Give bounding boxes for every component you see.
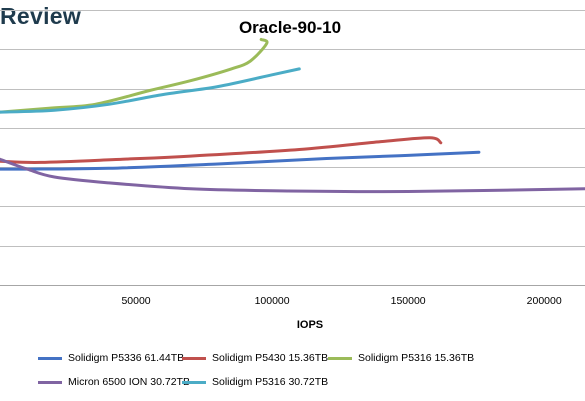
legend-swatch [38, 380, 62, 384]
brand-logo-text: Review [0, 3, 82, 29]
series-line-2 [0, 136, 443, 164]
legend-label: Micron 6500 ION 30.72TB [68, 376, 190, 388]
series-line-3 [0, 38, 269, 114]
series-lines [0, 38, 585, 194]
legend-label: Solidigm P5316 30.72TB [212, 376, 329, 388]
legend-swatch [182, 380, 206, 384]
series-line-5 [0, 67, 301, 114]
legend-swatch [328, 356, 352, 360]
legend-item: Solidigm P5430 15.36TB [182, 351, 328, 365]
x-tick-label: 150000 [391, 295, 426, 307]
legend-item: Solidigm P5316 30.72TB [182, 375, 328, 389]
legend-label: Solidigm P5336 61.44TB [68, 352, 185, 364]
legend-label: Solidigm P5430 15.36TB [212, 352, 329, 364]
legend-swatch [182, 356, 206, 360]
legend-item: Solidigm P5336 61.44TB [38, 351, 184, 365]
gridlines [0, 10, 585, 286]
legend-swatch [38, 356, 62, 360]
legend-label: Solidigm P5316 15.36TB [358, 352, 475, 364]
series-line-4 [0, 157, 585, 194]
x-axis-label: IOPS [297, 319, 323, 331]
x-axis-ticks: 50000 100000 150000 200000 [121, 295, 561, 307]
x-tick-label: 50000 [121, 295, 150, 307]
series-line-1 [0, 150, 481, 171]
x-tick-label: 100000 [255, 295, 290, 307]
legend-item: Micron 6500 ION 30.72TB [38, 375, 190, 389]
legend-item: Solidigm P5316 15.36TB [328, 351, 474, 365]
chart-title: Oracle-90-10 [239, 18, 341, 37]
x-tick-label: 200000 [527, 295, 562, 307]
